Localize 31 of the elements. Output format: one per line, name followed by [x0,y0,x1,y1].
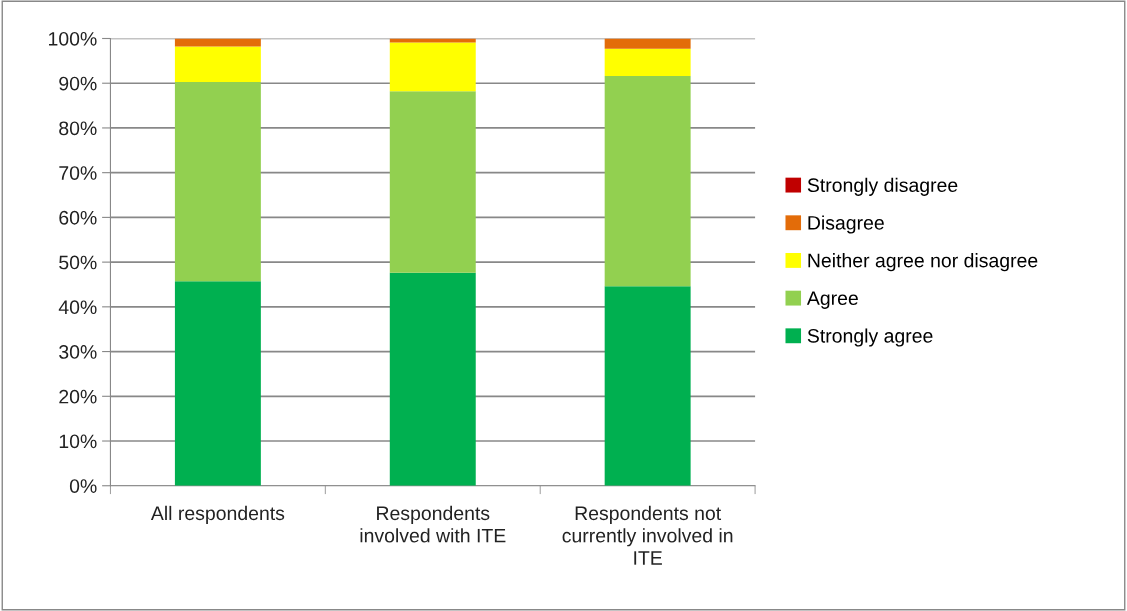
legend-label: Strongly agree [807,328,933,347]
legend-label: Neither agree nor disagree [808,253,1038,272]
y-tick-label: 70% [59,166,97,180]
bar [389,38,476,43]
bar [174,281,261,486]
y-tick-label: 100% [49,31,97,46]
y-tick-label: 20% [59,389,97,404]
legend-label: Agree [806,291,858,309]
legend-label: Disagree [808,215,884,234]
bar [604,38,691,49]
y-tick-label: 10% [59,434,97,449]
bar [604,76,691,287]
x-tick-label: Respondents involved with ITE [360,505,506,543]
y-tick-label: 90% [59,76,97,91]
x-tick-label: Respondents not currently involved in ITE [562,505,733,565]
bar [604,48,691,77]
x-tick-label: All respondents [150,505,285,524]
y-tick-label: 80% [59,121,97,136]
bar [389,272,476,486]
y-tick-label: 60% [59,210,97,225]
y-tick-label: 0% [69,479,97,493]
y-tick-label: 50% [59,255,97,270]
bar [389,42,476,92]
y-tick-label: 40% [58,300,97,315]
bar [174,81,261,282]
bar [389,91,476,273]
y-tick-label: 30% [59,345,97,359]
legend-label: Strongly disagree [807,177,958,196]
bar [174,46,261,82]
bar [604,286,691,486]
bar [174,38,261,47]
